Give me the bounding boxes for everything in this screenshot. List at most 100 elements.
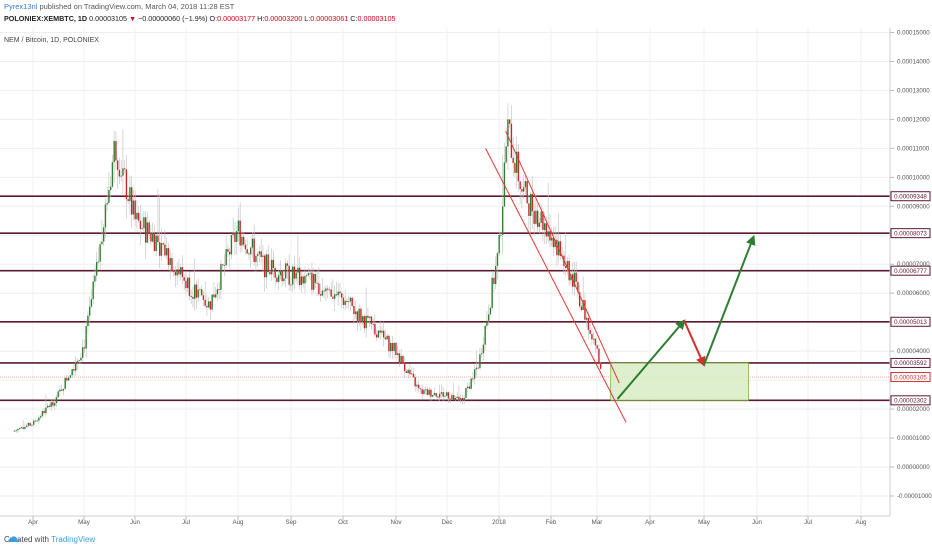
time-tick-label: May: [78, 519, 91, 526]
candle-body: [346, 300, 348, 302]
candle-body: [297, 267, 299, 273]
candle-body: [412, 373, 415, 378]
candle-body: [465, 388, 467, 398]
candle-body: [81, 347, 84, 358]
candle-body: [405, 371, 408, 373]
candle-body: [111, 162, 114, 187]
low-label: L:: [304, 14, 311, 23]
candle-body: [421, 389, 423, 394]
candle-body: [402, 355, 404, 364]
price-tick-label: 0.00004000: [897, 348, 930, 355]
candle-body: [363, 316, 366, 329]
candle-body: [213, 294, 215, 298]
candle-body: [344, 300, 346, 305]
candle-body: [484, 325, 486, 345]
candle-body: [400, 355, 402, 363]
price-axis[interactable]: 0.00015000 0.00014000 0.00013000 0.00012000…: [890, 30, 932, 500]
time-tick-label: Feb: [546, 519, 557, 526]
candle-body: [300, 276, 303, 286]
candle-body: [207, 301, 210, 308]
candle-body: [246, 249, 248, 254]
projection-arrow: [616, 319, 686, 400]
candle-body: [178, 269, 180, 275]
level-label-box: [890, 265, 931, 276]
last-price-label: 0.00003105: [894, 374, 927, 381]
candle-body: [536, 210, 539, 227]
candle-body: [591, 333, 593, 340]
candle-body: [83, 347, 86, 349]
candle-body: [435, 393, 437, 397]
candle-body: [470, 378, 472, 389]
candle-body: [370, 316, 373, 324]
candle-body: [200, 289, 203, 296]
price-tick-label: 0.00006000: [897, 290, 930, 297]
candle-body: [491, 277, 493, 308]
candle-body: [130, 187, 133, 215]
channel-lower-line: [485, 148, 627, 423]
candle-body: [192, 296, 194, 299]
candle-body: [80, 357, 82, 361]
plot-area[interactable]: [0, 28, 890, 516]
candle-body: [148, 222, 150, 234]
candle-body: [116, 160, 119, 170]
target-zone-box: [610, 362, 749, 401]
candle-body: [556, 239, 558, 256]
candle-body: [507, 119, 509, 147]
candle-body: [389, 342, 392, 352]
candle-body: [127, 199, 129, 202]
candle-body: [577, 281, 579, 293]
candle-body: [284, 263, 287, 279]
author-link[interactable]: Pyrex13nl: [4, 2, 38, 11]
candle-body: [451, 395, 453, 399]
candle-body: [277, 275, 280, 282]
descending-channel: [485, 130, 627, 423]
candle-body: [517, 151, 520, 182]
candle-body: [251, 238, 254, 248]
high-value: 0.00003200: [264, 14, 303, 23]
candle-body: [437, 396, 439, 398]
candle-body: [69, 375, 72, 378]
candle-body: [587, 317, 590, 330]
footer: Created with TradingView: [0, 528, 932, 550]
candle-body: [160, 243, 163, 256]
time-axis[interactable]: Apr May Jun Jul Aug Sep Oct Nov Dec 2018 Feb Mar Apr…: [28, 516, 867, 526]
candle-body: [554, 239, 556, 248]
time-tick-label: Jul: [804, 519, 812, 526]
candle-body: [153, 233, 156, 252]
level-label: 0.00008073: [894, 230, 927, 237]
candle-body: [232, 233, 234, 235]
candle-body: [386, 335, 388, 340]
candle-body: [60, 389, 63, 391]
candle-body: [417, 384, 420, 389]
candle-body: [328, 289, 331, 291]
time-tick-label: 2018: [492, 519, 506, 526]
projection-arrow: [683, 320, 706, 367]
candle-body: [384, 337, 387, 340]
candle-body: [255, 255, 257, 263]
open-label: O:: [209, 14, 218, 23]
candle-body: [242, 236, 245, 245]
candle-body: [169, 258, 171, 265]
down-triangle-icon: ▼: [129, 16, 136, 23]
candle-body: [332, 296, 334, 299]
level-label: 0.00006777: [894, 268, 927, 275]
time-tick-label: Dec: [441, 519, 452, 526]
chart-header: Pyrex13nl published on TradingView.com, …: [0, 0, 932, 28]
candle-body: [423, 389, 425, 394]
candle-body: [531, 193, 534, 212]
candle-body: [90, 299, 93, 307]
price-chart[interactable]: 0.00015000 0.00014000 0.00013000 0.00012000…: [0, 0, 932, 528]
candle-body: [118, 169, 121, 177]
candle-body: [459, 398, 462, 400]
publish-line: Pyrex13nl published on TradingView.com, …: [4, 2, 234, 11]
candle-body: [67, 377, 70, 381]
candle-body: [312, 274, 315, 290]
candle-body: [333, 294, 336, 299]
time-tick-label: Aug: [232, 519, 244, 526]
candle-body: [347, 301, 350, 303]
candle-body: [501, 206, 504, 235]
candle-body: [564, 266, 567, 268]
candle-body: [211, 294, 213, 310]
tradingview-link[interactable]: TradingView: [51, 535, 96, 544]
price-tick-label: 0.00001000: [897, 435, 930, 442]
